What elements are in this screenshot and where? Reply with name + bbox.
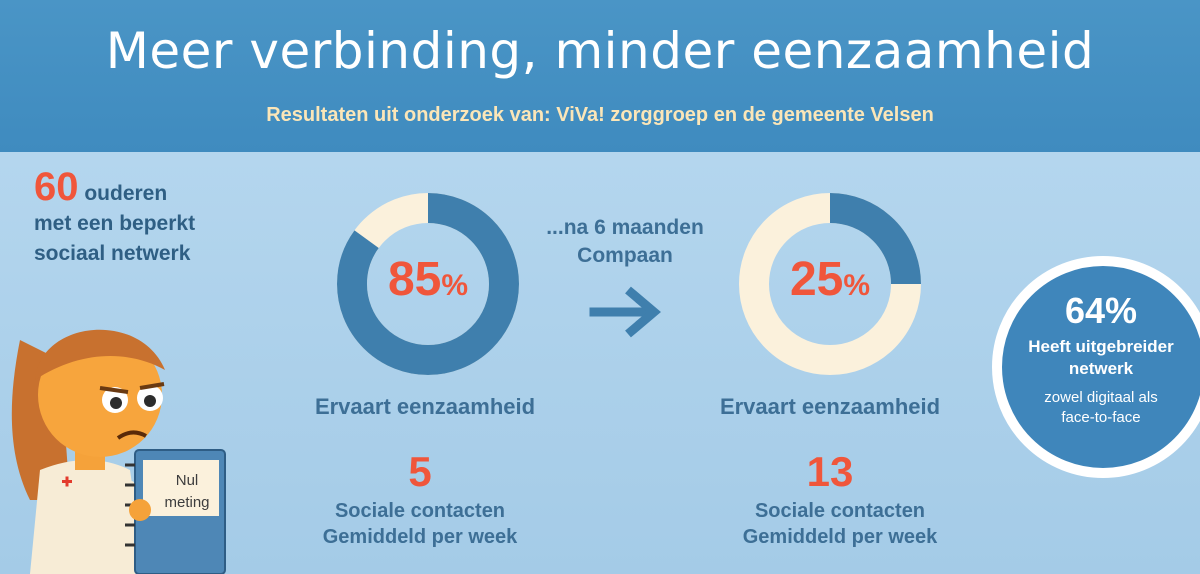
before-label: Ervaart eenzaamheid — [314, 394, 536, 419]
before-contacts-line2: Gemiddeld per week — [322, 526, 518, 548]
result-line1: Heeft uitgebreider — [1028, 337, 1174, 356]
arrow-right-icon — [589, 286, 661, 338]
donut-chart-after — [739, 193, 921, 375]
after-contacts-line2: Gemiddeld per week — [742, 526, 938, 548]
before-percent-symbol: % — [441, 269, 469, 302]
transition-text: ...na 6 maanden Compaan — [520, 214, 730, 270]
elderly-woman-illustration — [11, 329, 226, 574]
result-line4: face-to-face — [1061, 409, 1141, 426]
intro-line2: met een beperkt — [34, 212, 196, 235]
result-text: 64% Heeft uitgebreider netwerk zowel dig… — [996, 290, 1200, 428]
after-contacts: 13 — [806, 448, 854, 495]
after-percent-number: 25 — [789, 253, 844, 306]
intro-count: 60 — [34, 165, 79, 209]
before-percent-number: 85 — [387, 253, 442, 306]
donut-after-segment — [739, 193, 921, 375]
intro-line1: ouderen — [84, 182, 168, 205]
clipboard-line1: Nul — [175, 472, 199, 489]
transition-line2: Compaan — [577, 244, 673, 267]
page-title: Meer verbinding, minder eenzaamheid — [105, 22, 1095, 80]
clipboard-label: Nul meting — [152, 470, 222, 514]
result-line2: netwerk — [1068, 359, 1134, 378]
header-banner: Meer verbinding, minder eenzaamheid Resu… — [0, 0, 1200, 152]
after-label: Ervaart eenzaamheid — [719, 394, 941, 419]
after-percent-symbol: % — [843, 269, 871, 302]
intro-line3: sociaal netwerk — [34, 242, 191, 265]
after-percent: 25% — [738, 252, 922, 307]
intro-text: 60 ouderen met een beperkt sociaal netwe… — [34, 167, 196, 269]
after-contacts-label: Sociale contacten Gemiddeld per week — [700, 498, 980, 550]
clipboard-line2: meting — [164, 494, 210, 511]
body-icon — [30, 460, 145, 574]
transition-line1: ...na 6 maanden — [546, 216, 704, 239]
face-icon — [38, 333, 162, 457]
result-percent: 64% — [1064, 290, 1138, 331]
before-contacts-label: Sociale contacten Gemiddeld per week — [280, 498, 560, 550]
donut-chart-before — [337, 193, 519, 375]
result-line3: zowel digitaal als — [1044, 389, 1158, 406]
before-contacts: 5 — [408, 448, 432, 495]
before-percent: 85% — [336, 252, 520, 307]
after-contacts-line1: Sociale contacten — [754, 500, 926, 522]
donut-before-segment — [337, 193, 519, 375]
before-contacts-line1: Sociale contacten — [334, 500, 506, 522]
result-circle — [992, 256, 1200, 478]
page-subtitle: Resultaten uit onderzoek van: ViVa! zorg… — [266, 104, 934, 126]
